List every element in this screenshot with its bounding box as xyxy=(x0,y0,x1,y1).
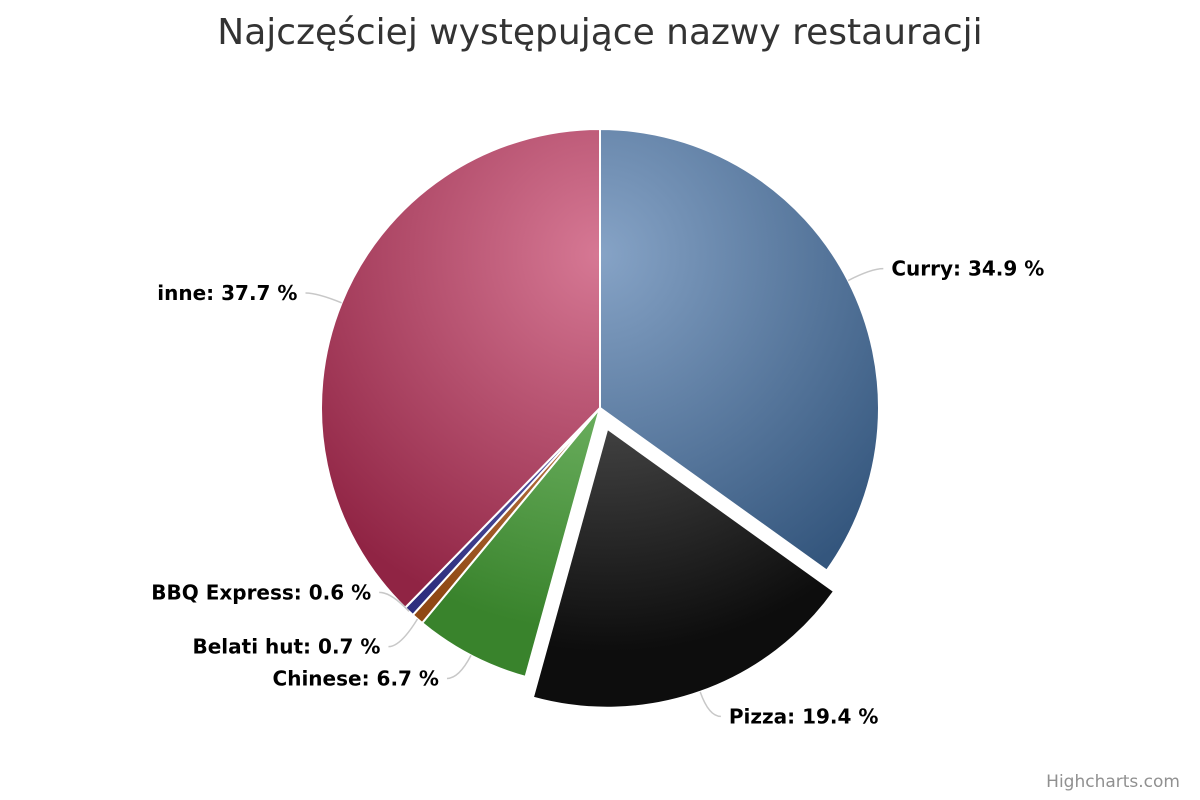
slices-layer xyxy=(320,128,880,709)
pie-slice-pizza[interactable] xyxy=(531,427,836,709)
data-label-belati-hut: Belati hut: 0.7 % xyxy=(192,635,380,659)
data-label-curry: Curry: 34.9 % xyxy=(891,257,1044,281)
connector-pizza xyxy=(699,691,721,718)
labels-layer: Curry: 34.9 % Pizza: 19.4 % Chinese: 6.7 %… xyxy=(151,257,1044,729)
connector-curry xyxy=(847,267,884,282)
chart-title: Najczęściej występujące nazwy restauracj… xyxy=(217,12,983,53)
connector-inne xyxy=(305,292,342,304)
connector-bbq-express xyxy=(379,591,410,612)
connectors-layer xyxy=(305,267,884,718)
data-label-chinese: Chinese: 6.7 % xyxy=(273,666,439,690)
pie-slice-inne[interactable] xyxy=(320,128,601,609)
connector-chinese xyxy=(446,655,472,680)
data-label-pizza: Pizza: 19.4 % xyxy=(729,704,879,728)
credits-link[interactable]: Highcharts.com xyxy=(1046,772,1180,792)
data-label-inne: inne: 37.7 % xyxy=(157,281,297,305)
connector-belati-hut xyxy=(388,618,419,648)
pie-slice-chinese[interactable] xyxy=(421,407,601,678)
data-label-bbq-express: BBQ Express: 0.6 % xyxy=(151,580,371,604)
